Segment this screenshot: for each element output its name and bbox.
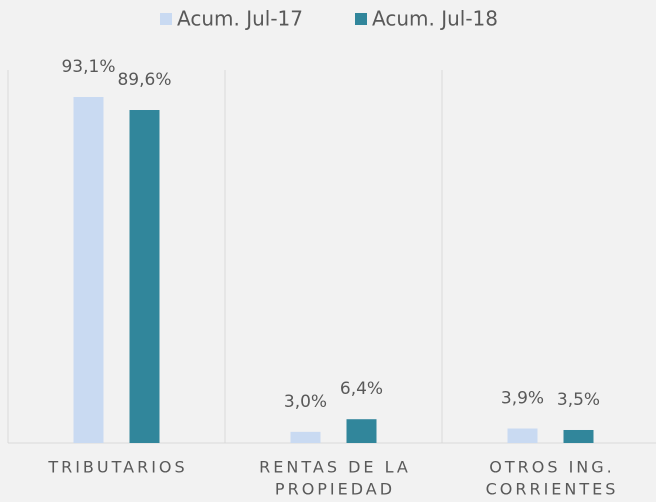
value-label: 93,1% — [61, 57, 115, 77]
x-tick-label: OTROS ING. — [489, 458, 615, 477]
bar — [129, 110, 160, 444]
bar — [346, 419, 377, 443]
value-label: 3,9% — [501, 389, 544, 409]
bar — [290, 431, 321, 443]
legend-swatch — [160, 13, 172, 25]
x-tick-label: CORRIENTES — [486, 480, 619, 499]
x-tick-label: RENTAS DE LA — [259, 458, 411, 477]
x-tick-label: PROPIEDAD — [275, 480, 395, 499]
value-label: 3,0% — [284, 392, 327, 412]
legend-text: Acum. Jul-18 — [372, 7, 498, 31]
bar — [73, 97, 104, 443]
x-tick-label: TRIBUTARIOS — [47, 458, 187, 477]
value-label: 6,4% — [340, 379, 383, 399]
value-label: 3,5% — [557, 390, 600, 410]
bar — [507, 428, 538, 443]
bar — [563, 429, 594, 443]
value-label: 89,6% — [117, 70, 171, 90]
legend-text: Acum. Jul-17 — [177, 7, 303, 31]
legend-swatch — [355, 13, 367, 25]
